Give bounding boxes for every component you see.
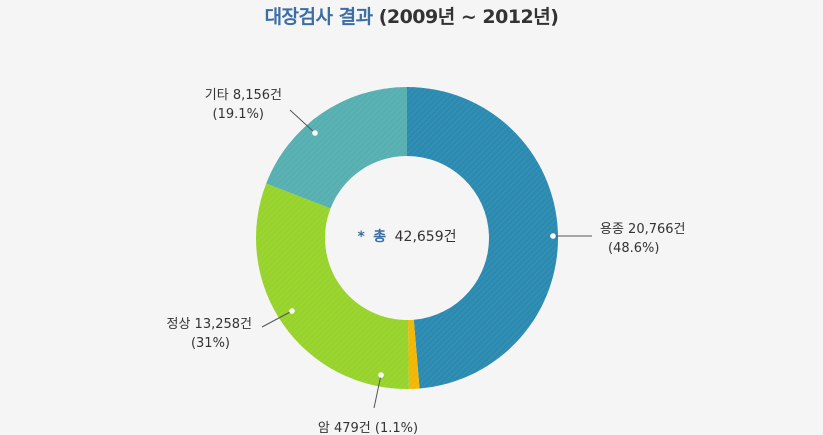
leader-dot-1 [378, 372, 384, 378]
total-label: * 총 42,659건 [358, 229, 457, 245]
slice-hatch-0 [407, 87, 558, 389]
labels-layer: 용종 20,766건 (48.6%) 암 479건 (1.1%) 정상 13,258건… [167, 88, 686, 435]
slice-label-2: 정상 13,258건 [167, 317, 253, 332]
slice-label-0: 용종 20,766건 [600, 222, 686, 237]
slice-hatch-1 [408, 319, 420, 389]
chart-title: 대장검사 결과 (2009년 ~ 2012년) [0, 2, 823, 29]
slice-percent-label-3: (19.1%) [213, 107, 264, 122]
hatch-overlay [255, 87, 558, 389]
leader-dot-3 [312, 130, 318, 136]
slice-hatch-3 [266, 87, 407, 209]
leader-dot-0 [550, 233, 556, 239]
total-prefix: 총 [373, 229, 386, 245]
total-marker: * [358, 229, 366, 245]
chart-title-sub: (2009년 ~ 2012년) [378, 6, 559, 28]
leader-line-2 [261, 310, 293, 328]
slice-hatch-2 [255, 183, 409, 389]
slice-percent-label-2: (31%) [191, 336, 230, 351]
chart-title-main: 대장검사 결과 [264, 6, 374, 28]
leader-dot-2 [289, 308, 295, 314]
slice-percent-label-0: (48.6%) [608, 241, 659, 256]
total-value: 42,659건 [395, 229, 457, 245]
leader-line-3 [289, 109, 316, 134]
leader-line-1 [373, 374, 382, 409]
slice-label-1: 암 479건 (1.1%) [318, 421, 418, 435]
slice-label-3: 기타 8,156건 [205, 88, 282, 103]
